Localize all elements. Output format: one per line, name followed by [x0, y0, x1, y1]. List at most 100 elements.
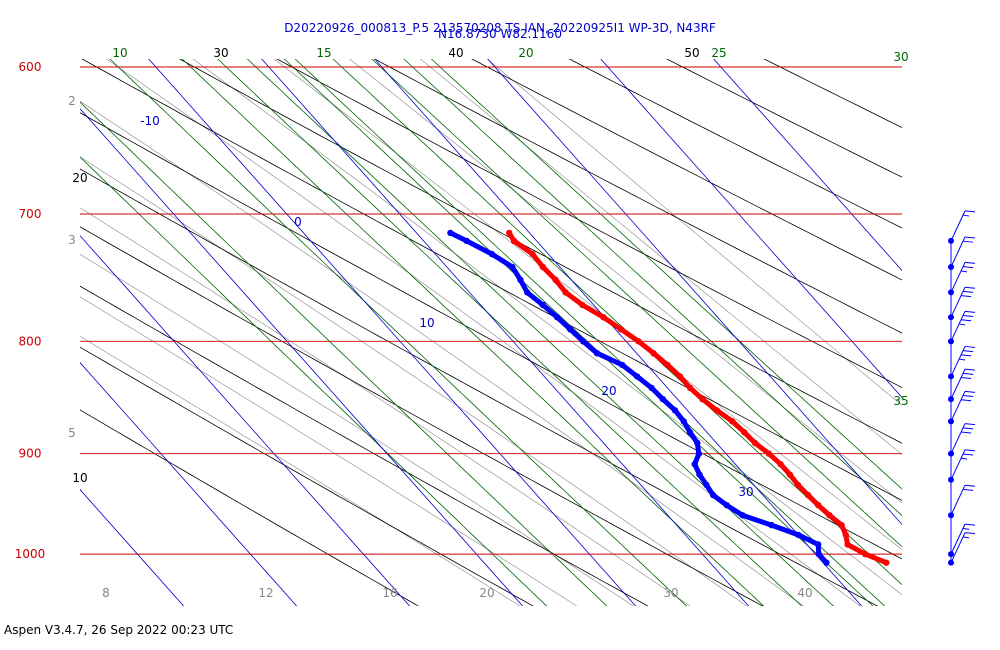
temperature-point [804, 491, 812, 499]
wind-barb-flag [964, 345, 976, 348]
wind-barb-flag [962, 290, 974, 293]
pressure-label: 700 [19, 207, 42, 221]
wind-barb-flag [961, 399, 972, 402]
dry-adiabat-label: 20 [72, 171, 87, 185]
temperature-point [794, 481, 802, 489]
wind-barb-flag [962, 266, 974, 269]
mixing-ratio-label: 20 [518, 46, 533, 60]
temperature-point [676, 373, 684, 380]
temperature-point [713, 407, 720, 414]
dry-adiabat-line [471, 59, 902, 281]
wind-barb-flag [961, 377, 972, 380]
mixing-ratio-line [217, 59, 803, 606]
dry-adiabat-line [568, 59, 902, 229]
wind-barb-flag [964, 310, 976, 313]
bottom-axis-label: 20 [479, 586, 494, 600]
wind-barb-shaft [950, 532, 966, 563]
dewpoint-point [509, 263, 516, 271]
dewpoint-point [695, 450, 703, 457]
mixing-ratio-line [246, 59, 834, 606]
temperature-point [842, 531, 849, 539]
moist-adiabat-line [419, 59, 902, 456]
pressure-label: 1000 [15, 547, 46, 561]
temperature-point [826, 512, 833, 519]
temperature-point [529, 250, 536, 258]
moist-adiabat-lines [80, 59, 902, 606]
wind-barb-shaft [950, 210, 966, 242]
dewpoint-point [691, 461, 698, 468]
dewpoint-point [553, 314, 561, 321]
wind-barb-flag [962, 372, 974, 375]
isotherm-label: 0 [294, 215, 302, 229]
wind-barb-half-flag [960, 270, 968, 273]
mixing-ratio-line [430, 59, 902, 490]
mixing-ratio-line [294, 59, 886, 606]
wind-barb-flag [962, 427, 974, 430]
mixing-ratio-line [181, 59, 765, 606]
dry-adiabat-lines [80, 59, 902, 606]
dry-adiabat-label: 40 [448, 46, 463, 60]
dry-adiabat-line [276, 59, 902, 388]
wind-barb-flag [962, 350, 974, 353]
bottom-axis-label: 12 [258, 586, 273, 600]
isotherm-line [487, 59, 902, 526]
temperature-point [562, 289, 569, 296]
wind-barb-half-flag [960, 457, 968, 460]
dewpoint-point [579, 338, 587, 345]
isotherm-line [80, 108, 524, 606]
wind-barb-shaft [950, 262, 966, 293]
dewpoint-point [723, 502, 730, 509]
isotherm-line [600, 59, 902, 399]
wind-barb-flag [962, 240, 974, 243]
wind-barb-flag [962, 315, 974, 318]
dry-adiabat-line [80, 226, 764, 606]
moist-adiabat-line [80, 336, 521, 606]
wind-barb-half-flag [962, 536, 970, 539]
dry-adiabat-labels: 30 40 50 20 10 [72, 46, 699, 485]
bottom-axis-label: 30 [663, 586, 678, 600]
dewpoint-series [447, 229, 830, 566]
dry-adiabat-line [80, 285, 649, 606]
wind-barb-flag [964, 286, 976, 289]
dewpoint-point [539, 301, 546, 309]
footer-version: Aspen V3.4.7, 26 Sep 2022 00:23 UTC [4, 623, 234, 637]
temperature-point [664, 361, 671, 369]
dewpoint-point [815, 541, 822, 548]
wind-barb-shaft [950, 484, 966, 516]
wind-barb-flag [961, 354, 972, 357]
mixing-ratio-label: 25 [711, 46, 726, 60]
dewpoint-point [710, 491, 717, 499]
bottom-axis-label: 16 [382, 586, 397, 600]
wind-barb-shaft [950, 523, 966, 555]
dewpoint-point [739, 512, 746, 519]
moist-adiabat-labels: 2 3 5 [68, 94, 76, 440]
moist-adiabat-label: 2 [68, 94, 76, 108]
wind-barb-half-flag [959, 323, 966, 326]
wind-barb-half-flag [962, 214, 970, 217]
pressure-label: 600 [19, 60, 42, 74]
temperature-point [838, 521, 845, 529]
dry-adiabat-line [81, 59, 902, 501]
moist-adiabat-line [80, 207, 691, 606]
chart-subtitle: N16.8730 W82.1160 [438, 27, 562, 41]
temperature-point [815, 502, 822, 509]
mixing-ratio-label: 10 [112, 46, 127, 60]
dry-adiabat-label: 50 [684, 46, 699, 60]
isotherm-line [261, 59, 750, 606]
temperature-point [883, 559, 890, 566]
dewpoint-point [593, 350, 601, 357]
dewpoint-point [823, 559, 830, 566]
dry-adiabat-label: 10 [72, 471, 87, 485]
moist-adiabat-line [80, 100, 804, 606]
temperature-point [844, 541, 851, 548]
dewpoint-point [488, 250, 495, 258]
dry-adiabat-line [80, 168, 879, 606]
wind-barb-flag [964, 368, 976, 371]
dewpoint-point [524, 289, 531, 296]
mixing-ratio-line [403, 59, 902, 517]
mixing-ratio-line [371, 59, 902, 548]
mixing-ratio-label: 35 [893, 394, 908, 408]
wind-barb-half-flag [959, 358, 966, 361]
wind-barb-flag [964, 261, 976, 264]
